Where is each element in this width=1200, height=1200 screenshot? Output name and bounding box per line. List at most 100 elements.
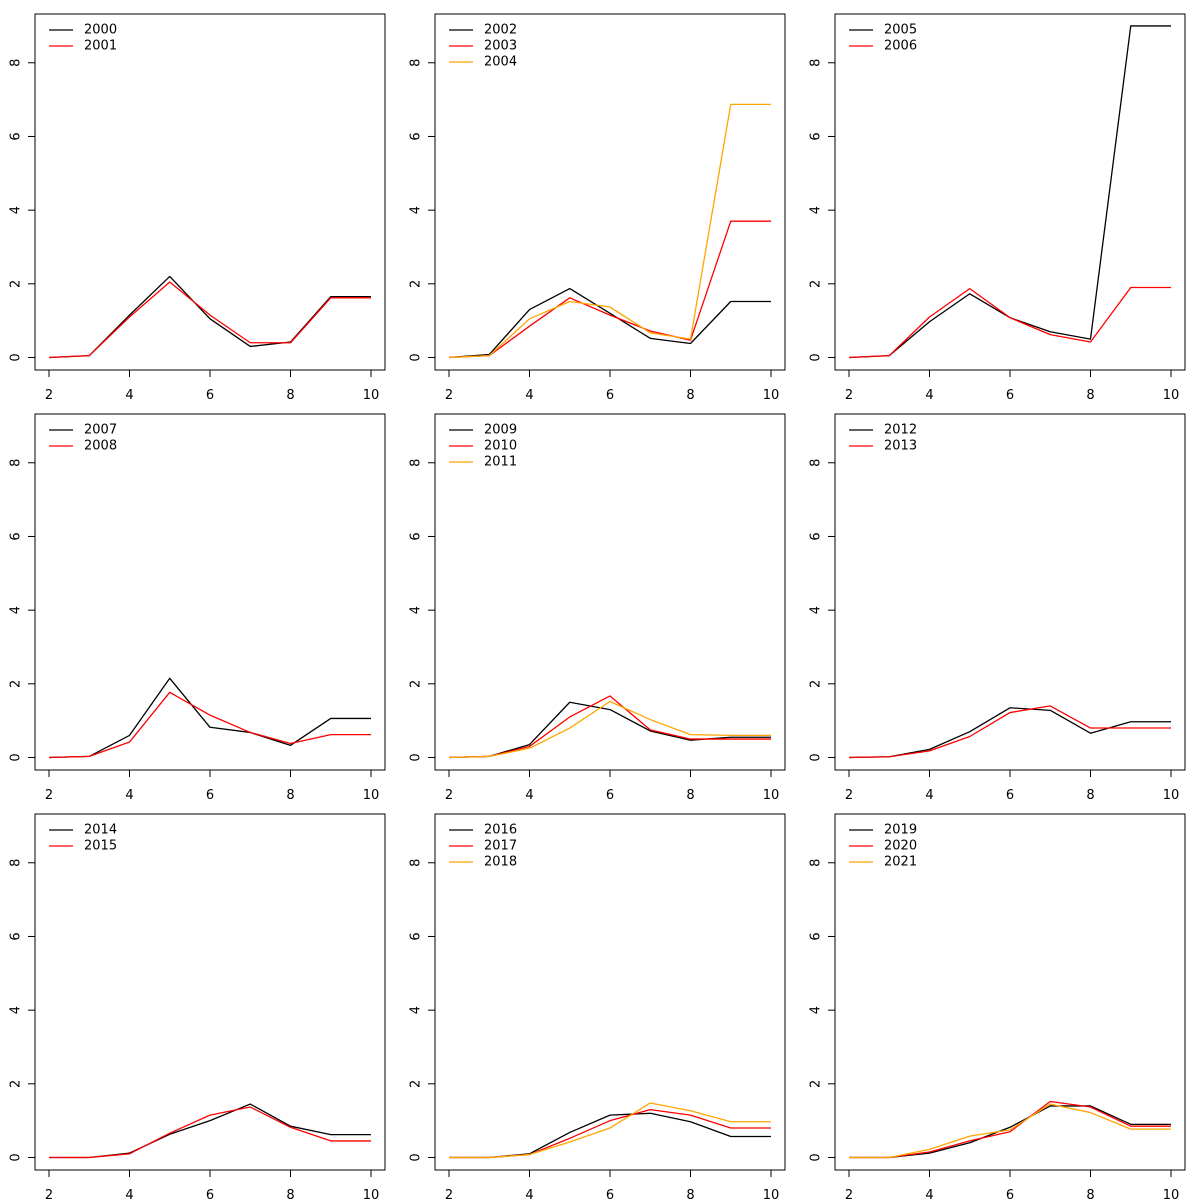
y-tick-label: 2 (809, 680, 824, 688)
y-tick-label: 4 (9, 206, 24, 214)
x-tick-label: 10 (1163, 1188, 1180, 1200)
y-tick-label: 2 (9, 280, 24, 288)
series-line-2008 (48, 691, 371, 759)
y-tick-label: 2 (809, 280, 824, 288)
legend-label: 2018 (484, 855, 517, 870)
legend-label: 2010 (484, 439, 517, 454)
x-axis: 2 4 6 8 10 (45, 769, 380, 803)
y-tick-label: 2 (809, 1080, 824, 1088)
y-tick-label: 6 (409, 932, 424, 940)
x-tick-label: 10 (763, 788, 780, 803)
y-tick-label: 0 (809, 353, 824, 361)
x-tick-label: 4 (525, 388, 533, 403)
x-tick-label: 8 (286, 1188, 294, 1200)
x-tick-label: 2 (445, 388, 453, 403)
y-tick-label: 8 (409, 459, 424, 467)
plot-frame (34, 413, 386, 771)
x-tick-label: 8 (1086, 388, 1094, 403)
y-tick-label: 8 (809, 459, 824, 467)
legend-label: 2011 (484, 455, 517, 470)
x-axis: 2 4 6 8 10 (45, 1169, 380, 1200)
y-tick-label: 6 (809, 932, 824, 940)
series-line-2002 (448, 287, 771, 359)
y-tick-label: 6 (9, 132, 24, 140)
y-tick-label: 0 (809, 753, 824, 761)
x-tick-label: 6 (1006, 788, 1014, 803)
x-tick-label: 10 (363, 388, 380, 403)
legend-label: 2017 (484, 839, 517, 854)
y-tick-label: 6 (409, 532, 424, 540)
legend-label: 2014 (84, 823, 117, 838)
y-axis: 0 2 4 6 8 (409, 459, 436, 762)
legend-label: 2008 (84, 439, 117, 454)
x-tick-label: 8 (286, 388, 294, 403)
series-line-2012 (848, 707, 1171, 759)
series-line-2021 (849, 1103, 1171, 1159)
series-line-2007 (48, 677, 371, 759)
series-line-2003 (448, 220, 771, 359)
plot-frame (34, 813, 386, 1171)
y-axis: 0 2 4 6 8 (9, 459, 36, 762)
x-tick-label: 4 (125, 388, 133, 403)
x-tick-label: 2 (445, 788, 453, 803)
y-tick-label: 6 (9, 932, 24, 940)
y-tick-label: 8 (809, 59, 824, 67)
x-tick-label: 4 (925, 388, 933, 403)
x-tick-label: 2 (445, 1188, 453, 1200)
y-tick-label: 0 (409, 753, 424, 761)
x-tick-label: 10 (1163, 788, 1180, 803)
y-tick-label: 4 (809, 1006, 824, 1014)
x-tick-label: 6 (206, 1188, 214, 1200)
series-line-2009 (448, 701, 771, 759)
x-tick-label: 4 (125, 788, 133, 803)
x-tick-label: 6 (206, 388, 214, 403)
plot-frame (34, 13, 386, 371)
legend-label: 2001 (84, 39, 117, 54)
y-axis: 0 2 4 6 8 (409, 59, 436, 362)
x-tick-label: 4 (525, 788, 533, 803)
legend-label: 2021 (884, 855, 917, 870)
x-tick-label: 10 (763, 1188, 780, 1200)
series-line-2013 (848, 705, 1171, 759)
y-tick-label: 2 (409, 280, 424, 288)
x-tick-label: 2 (45, 788, 53, 803)
legend-label: 2016 (484, 823, 517, 838)
y-tick-label: 2 (409, 680, 424, 688)
x-axis: 2 4 6 8 10 (445, 369, 779, 403)
x-tick-label: 2 (845, 788, 853, 803)
x-tick-label: 2 (845, 388, 853, 403)
x-axis: 2 4 6 8 10 (845, 1169, 1180, 1200)
y-tick-label: 2 (409, 1080, 424, 1088)
legend-label: 2009 (484, 423, 517, 438)
y-tick-label: 4 (409, 206, 424, 214)
y-tick-label: 0 (9, 1153, 24, 1161)
x-tick-label: 8 (286, 788, 294, 803)
y-axis: 0 2 4 6 8 (809, 459, 836, 762)
y-tick-label: 0 (9, 753, 24, 761)
series-line-2000 (48, 275, 371, 359)
x-tick-label: 10 (363, 788, 380, 803)
series-line-2014 (49, 1103, 371, 1159)
x-tick-label: 6 (1006, 388, 1014, 403)
y-axis: 0 2 4 6 8 (809, 859, 836, 1162)
x-axis: 2 4 6 8 10 (845, 369, 1179, 403)
plot-frame (834, 413, 1186, 771)
y-tick-label: 4 (9, 1006, 24, 1014)
legend-label: 2013 (884, 439, 917, 454)
legend-label: 2003 (484, 39, 517, 54)
x-tick-label: 10 (363, 1188, 380, 1200)
series-line-2020 (849, 1100, 1171, 1159)
series-line-2018 (449, 1102, 771, 1159)
y-axis: 0 2 4 6 8 (809, 59, 836, 362)
x-tick-label: 8 (686, 1188, 694, 1200)
